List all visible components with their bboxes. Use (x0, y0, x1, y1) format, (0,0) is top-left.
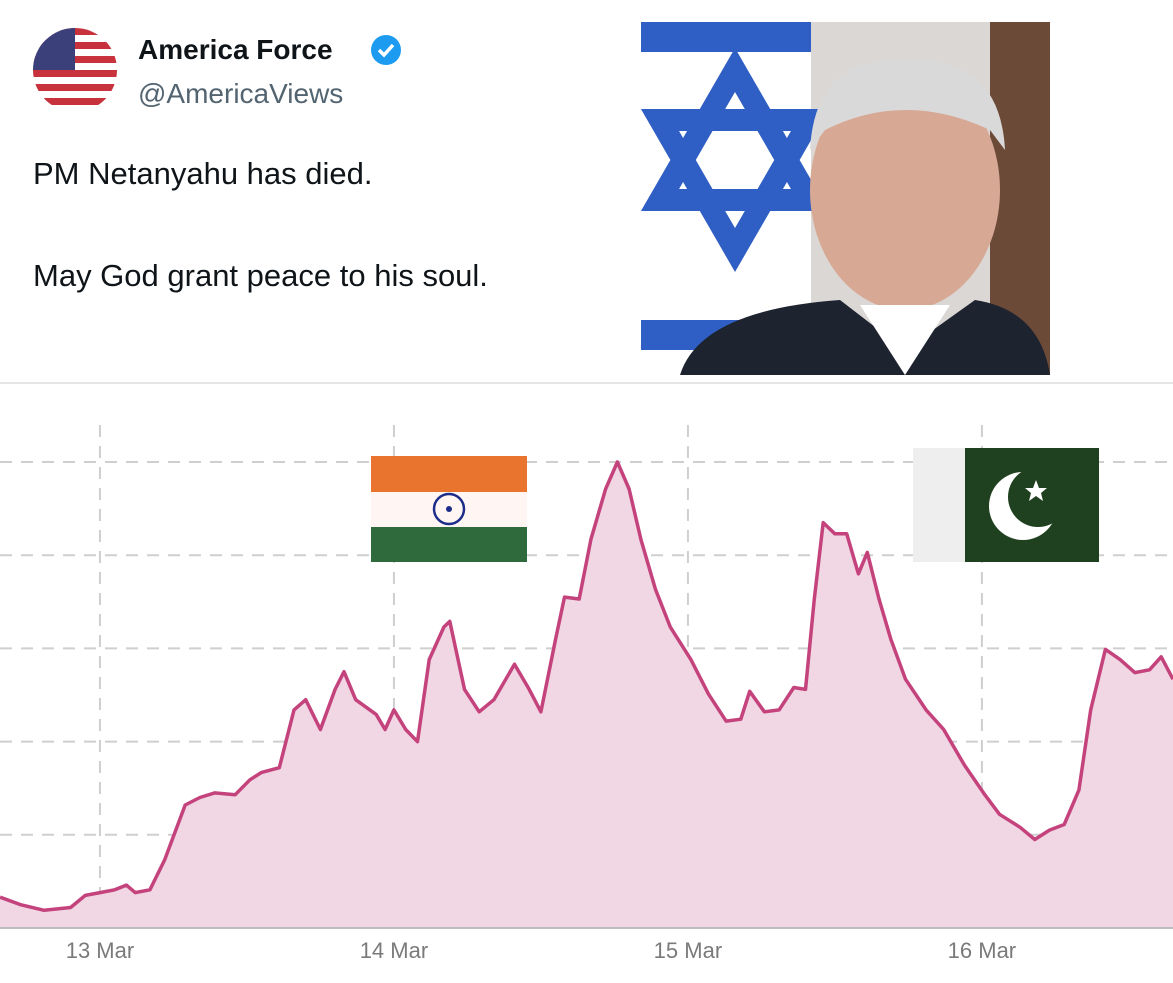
india-flag (371, 456, 527, 562)
pakistan-flag (913, 448, 1099, 562)
tweet-text: May God grant peace to his soul. (33, 258, 488, 293)
line (0, 460, 1173, 913)
tweet-text: PM Netanyahu has died. (33, 156, 373, 191)
plot: 13 Mar 14 Mar 15 Mar 16 Mar (0, 425, 1173, 963)
area-fill (0, 462, 1173, 928)
x-tick-label: 15 Mar (654, 938, 722, 963)
verified-badge (371, 35, 401, 65)
x-tick-label: 16 Mar (948, 938, 1016, 963)
author-name: America Force (138, 34, 333, 65)
x-tick-label: 13 Mar (66, 938, 134, 963)
x-tick-label: 14 Mar (360, 938, 428, 963)
photo (641, 22, 1050, 375)
avatar (33, 28, 117, 112)
author-handle: @AmericaViews (138, 78, 344, 109)
